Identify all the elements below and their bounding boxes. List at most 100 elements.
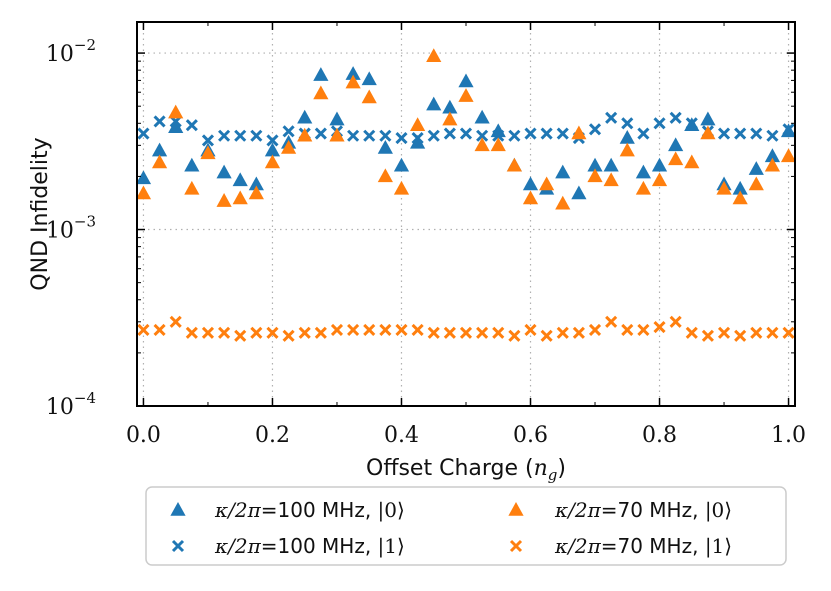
series-2-point: [651, 172, 668, 187]
series-1-point: [395, 131, 408, 145]
series-2-point: [232, 190, 248, 205]
y-tick-label: 10−3: [46, 213, 96, 244]
series-0-point: [329, 111, 345, 126]
legend-frequency: =70 MHz,: [601, 534, 705, 558]
series-2-point: [539, 176, 555, 191]
series-3-point: [524, 323, 537, 336]
legend-marker: [171, 539, 185, 553]
series-2-point: [442, 111, 458, 126]
series-3-point: [508, 329, 521, 342]
series-2-point: [635, 180, 652, 195]
series-2-point: [393, 180, 410, 195]
series-0-point: [345, 66, 361, 80]
x-axis-label-suffix: ): [557, 456, 566, 481]
series-3-point: [750, 326, 763, 339]
y-tick-label: 10−2: [46, 36, 96, 67]
series-0-point: [393, 157, 410, 172]
series-3-point: [266, 326, 279, 339]
series-1-point: [153, 115, 166, 128]
series-0-point: [168, 119, 184, 133]
series-1-point: [621, 117, 634, 130]
series-2-point: [748, 176, 764, 191]
series-0-point: [522, 176, 539, 191]
legend-marker: [509, 539, 523, 553]
series-3-point: [685, 326, 698, 339]
legend-item: κ/2π=100 MHz, |0⟩: [170, 498, 405, 523]
series-1-point: [201, 134, 215, 147]
series-3-point: [443, 326, 456, 339]
x-tick-label: 0.0: [126, 423, 161, 448]
series-0-point: [377, 139, 393, 154]
series-3-point: [556, 326, 569, 339]
legend-state: |0⟩: [705, 498, 732, 523]
series-1-point: [508, 129, 521, 142]
series-0-point: [216, 164, 232, 179]
legend-item: κ/2π=70 MHz, |0⟩: [508, 498, 732, 523]
legend-label: κ/2π=70 MHz, |0⟩: [554, 498, 732, 523]
series-0-point: [732, 180, 748, 195]
series-0-point: [248, 176, 264, 191]
series-3-point: [137, 323, 150, 336]
series-3-point: [153, 323, 166, 336]
legend-state: |0⟩: [378, 498, 405, 523]
series-1-point: [685, 117, 698, 130]
series-1-point: [137, 127, 150, 140]
y-axis-label: QND Infidelity: [28, 137, 53, 290]
series-2-point: [200, 145, 216, 160]
series-1-point: [782, 123, 795, 136]
series-3-point: [218, 326, 231, 339]
series-0-point: [474, 109, 490, 124]
series-3-point: [621, 323, 634, 336]
x-axis-label-prefix: Offset Charge (: [366, 456, 534, 481]
legend-frequency: =100 MHz,: [261, 498, 378, 522]
series-0-point: [555, 164, 571, 179]
series-2-point: [603, 172, 619, 187]
series-2-point: [216, 193, 232, 207]
series-2-point: [732, 190, 748, 205]
series-0-point: [651, 157, 668, 172]
series-0-point: [635, 164, 652, 179]
series-3-point: [459, 326, 473, 339]
series-0-point: [571, 185, 587, 200]
series-2-point: [668, 151, 684, 166]
series-1-point: [524, 127, 537, 140]
series-1-point: [669, 111, 682, 124]
legend-label: κ/2π=100 MHz, |1⟩: [214, 534, 405, 559]
series-1-point: [347, 129, 360, 142]
series-3-point: [250, 326, 263, 339]
x-tick-label: 1.0: [771, 423, 806, 448]
x-axis-label-variable: n: [534, 456, 548, 481]
series-1-point: [734, 127, 747, 140]
legend-marker: [170, 502, 186, 516]
series-3-point: [717, 326, 731, 339]
legend-kappa: κ/2π: [214, 498, 262, 522]
series-2-point: [764, 157, 781, 172]
series-1-point: [443, 127, 456, 140]
series-2-point: [410, 117, 426, 131]
series-3-point: [540, 329, 553, 342]
series-3-point: [605, 315, 618, 328]
series-2-point: [361, 89, 377, 104]
series-3-point: [379, 323, 392, 336]
series-2-point: [168, 104, 184, 119]
series-3-point: [395, 323, 408, 336]
series-2-point: [716, 180, 732, 195]
series-3-point: [347, 323, 360, 336]
series-1-point: [459, 127, 473, 140]
series-0-point: [361, 71, 377, 86]
axis-ticks: 0.0 0.2 0.4 0.6 0.8 1.010−410−310−2: [46, 22, 806, 448]
series-3-point: [330, 323, 344, 336]
y-tick-label-base: 10: [46, 395, 74, 420]
series-0-point: [668, 137, 684, 152]
series-3-point: [766, 326, 779, 339]
series-3-point: [234, 329, 247, 342]
series-3-point: [169, 315, 182, 328]
series-3-point: [314, 326, 327, 339]
legend: κ/2π=100 MHz, |0⟩κ/2π=100 MHz, |1⟩κ/2π=7…: [145, 486, 787, 566]
series-1-point: [653, 117, 666, 130]
series-3-point: [363, 323, 376, 336]
y-tick-label-base: 10: [46, 219, 74, 244]
legend-kappa: κ/2π: [554, 534, 602, 558]
series-1-point: [588, 123, 602, 136]
